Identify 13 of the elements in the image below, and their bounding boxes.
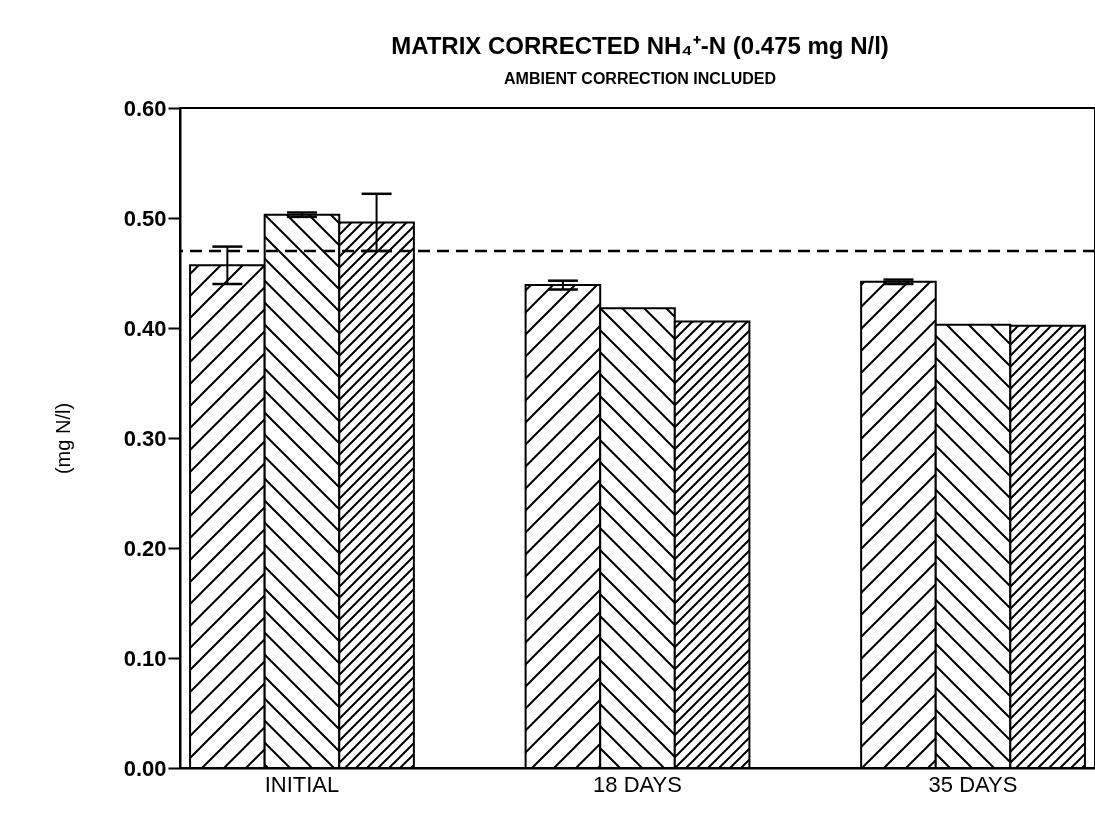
y-tick-label: 0.60: [123, 95, 167, 121]
y-tick-label: 0.20: [123, 535, 167, 561]
y-tick-label: 0.30: [123, 425, 167, 451]
x-tick-label: 18 DAYS: [593, 771, 682, 797]
y-tick-label: 0.10: [123, 645, 167, 671]
y-axis-title: (mg N/l): [51, 402, 74, 475]
y-tick-label: 0.40: [123, 315, 167, 341]
y-tick-label: 0.50: [123, 205, 167, 231]
x-tick-label: 35 DAYS: [928, 771, 1018, 797]
y-tick-label: 0.00: [123, 755, 167, 781]
x-tick-label: INITIAL: [264, 771, 340, 797]
chart-title: MATRIX CORRECTED NH₄⁺-N (0.475 mg N/l): [390, 31, 890, 61]
chart-subtitle: AMBIENT CORRECTION INCLUDED: [503, 70, 777, 88]
